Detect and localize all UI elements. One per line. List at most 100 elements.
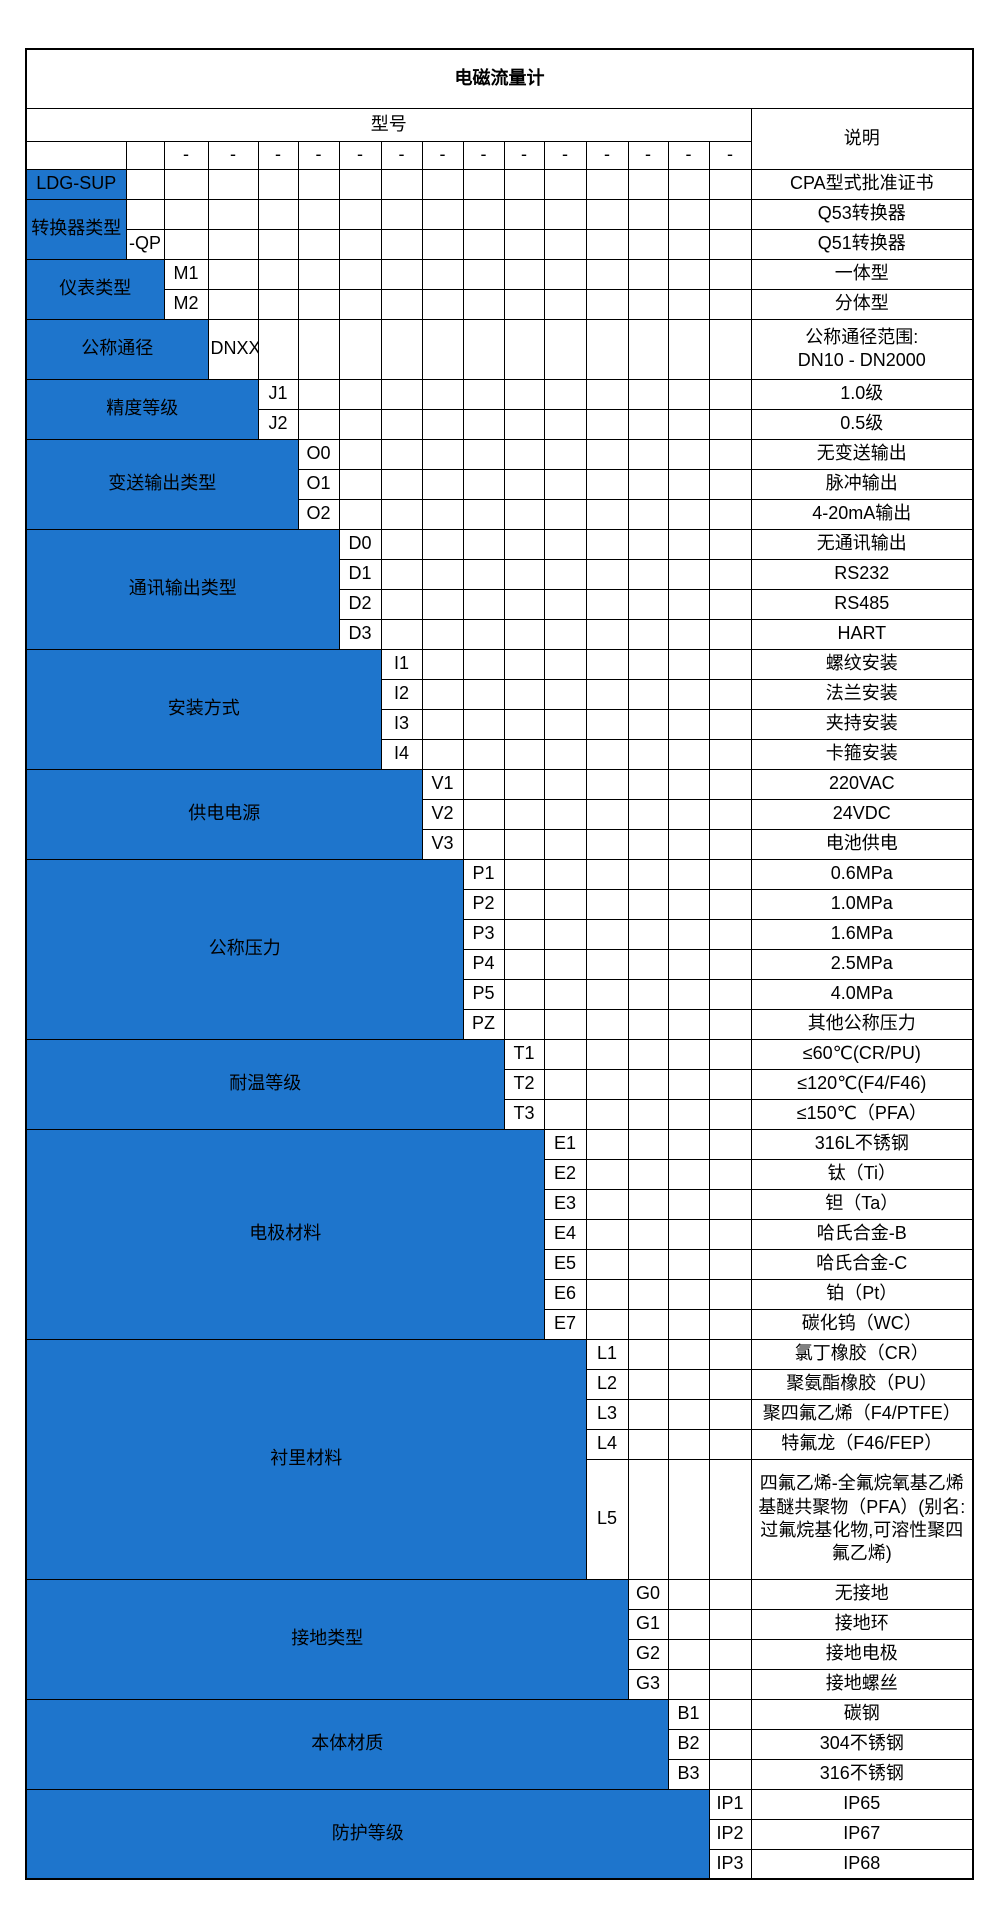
empty-cell [627, 1308, 669, 1340]
empty-cell [708, 1308, 752, 1340]
separator-cell-10: - [503, 140, 545, 170]
code-comm-output-type-0: D0 [338, 528, 382, 560]
empty-cell [380, 438, 423, 470]
empty-cell [627, 978, 669, 1010]
empty-cell [627, 708, 669, 740]
code-electrode-material-1: E2 [543, 1158, 587, 1190]
desc-nominal-pressure-5: 其他公称压力 [750, 1008, 974, 1040]
empty-cell [708, 648, 752, 680]
empty-cell [297, 258, 340, 290]
category-grounding-type: 接地类型 [25, 1578, 629, 1700]
code-protection-class-2: IP3 [708, 1848, 752, 1880]
empty-cell [462, 828, 505, 860]
empty-cell [667, 1578, 710, 1610]
empty-cell [667, 648, 710, 680]
empty-cell [380, 498, 423, 530]
empty-cell [585, 918, 629, 950]
dash-spacer-cell [25, 140, 127, 170]
desc-temperature-class-0: ≤60℃(CR/PU) [750, 1038, 974, 1070]
empty-cell [627, 198, 669, 230]
empty-cell [708, 1038, 752, 1070]
desc-body-material-0: 碳钢 [750, 1698, 974, 1730]
desc-transmit-output-type-0: 无变送输出 [750, 438, 974, 470]
empty-cell [503, 678, 545, 710]
empty-cell [667, 1308, 710, 1340]
code-installation-method-1: I2 [380, 678, 423, 710]
empty-cell [667, 918, 710, 950]
desc-grounding-type-1: 接地环 [750, 1608, 974, 1640]
desc-protection-class-2: IP68 [750, 1848, 974, 1880]
empty-cell [585, 888, 629, 920]
desc-comm-output-type-2: RS485 [750, 588, 974, 620]
empty-cell [708, 1668, 752, 1700]
empty-cell [708, 1758, 752, 1790]
desc-electrode-material-2: 钽（Ta） [750, 1188, 974, 1220]
empty-cell [585, 708, 629, 740]
empty-cell [708, 888, 752, 920]
empty-cell [503, 588, 545, 620]
empty-cell [207, 288, 259, 320]
empty-cell [503, 978, 545, 1010]
desc-electrode-material-4: 哈氏合金-C [750, 1248, 974, 1280]
empty-cell [462, 648, 505, 680]
empty-cell [708, 1458, 752, 1580]
empty-cell [585, 258, 629, 290]
desc-temperature-class-1: ≤120℃(F4/F46) [750, 1068, 974, 1100]
separator-cell-6: - [338, 140, 382, 170]
code-accuracy-class-0: J1 [257, 378, 299, 410]
category-comm-output-type: 通讯输出类型 [25, 528, 340, 650]
empty-cell [207, 168, 259, 200]
model-header: 型号 [25, 107, 752, 142]
empty-cell [667, 888, 710, 920]
empty-cell [585, 858, 629, 890]
code-protection-class-1: IP2 [708, 1818, 752, 1850]
separator-cell-11: - [543, 140, 587, 170]
empty-cell [543, 1068, 587, 1100]
empty-cell [543, 498, 587, 530]
category-temperature-class: 耐温等级 [25, 1038, 505, 1130]
empty-cell [627, 1098, 669, 1130]
empty-cell [627, 1398, 669, 1430]
desc-nominal-pressure-4: 4.0MPa [750, 978, 974, 1010]
empty-cell [627, 1128, 669, 1160]
empty-cell [708, 1398, 752, 1430]
empty-cell [667, 288, 710, 320]
empty-cell [543, 1098, 587, 1130]
empty-cell [708, 678, 752, 710]
empty-cell [708, 828, 752, 860]
empty-cell [585, 1248, 629, 1280]
desc-body-material-2: 316不锈钢 [750, 1758, 974, 1790]
empty-cell [585, 468, 629, 500]
code-nominal-pressure-1: P2 [462, 888, 505, 920]
empty-cell [585, 678, 629, 710]
code-accuracy-class-1: J2 [257, 408, 299, 440]
desc-comm-output-type-3: HART [750, 618, 974, 650]
desc-installation-method-0: 螺纹安装 [750, 648, 974, 680]
empty-cell [297, 378, 340, 410]
code-power-supply-0: V1 [421, 768, 464, 800]
empty-cell [627, 1338, 669, 1370]
empty-cell [708, 618, 752, 650]
desc-nominal-pressure-0: 0.6MPa [750, 858, 974, 890]
empty-cell [667, 228, 710, 260]
empty-cell [543, 228, 587, 260]
code-grounding-type-0: G0 [627, 1578, 669, 1610]
empty-cell [543, 168, 587, 200]
code-nominal-diameter-0: DNXX [207, 318, 259, 380]
empty-cell [380, 288, 423, 320]
empty-cell [585, 498, 629, 530]
empty-cell [462, 558, 505, 590]
empty-cell [667, 1038, 710, 1070]
empty-cell [421, 498, 464, 530]
empty-cell [708, 468, 752, 500]
empty-cell [627, 618, 669, 650]
empty-cell [585, 1308, 629, 1340]
desc-grounding-type-2: 接地电极 [750, 1638, 974, 1670]
category-nominal-pressure: 公称压力 [25, 858, 464, 1040]
empty-cell [627, 168, 669, 200]
empty-cell [708, 588, 752, 620]
empty-cell [462, 198, 505, 230]
empty-cell [627, 1068, 669, 1100]
empty-cell [462, 528, 505, 560]
empty-cell [627, 228, 669, 260]
